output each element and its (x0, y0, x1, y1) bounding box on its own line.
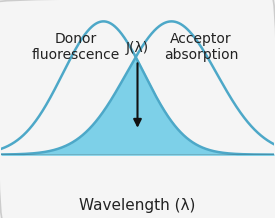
Text: Wavelength (λ): Wavelength (λ) (79, 198, 196, 213)
Text: Donor
fluorescence: Donor fluorescence (32, 32, 120, 62)
Text: Acceptor
absorption: Acceptor absorption (164, 32, 238, 62)
Text: J(λ): J(λ) (126, 41, 149, 55)
